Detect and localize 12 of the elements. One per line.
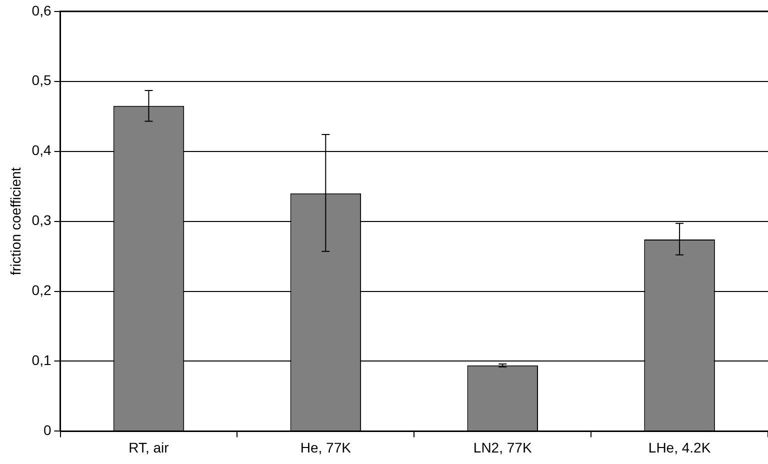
- y-tick-label: 0,6: [32, 2, 52, 18]
- y-axis-title: friction coefficient: [7, 167, 24, 276]
- x-tick-label: RT, air: [128, 439, 170, 456]
- y-tick-label: 0,1: [32, 352, 52, 368]
- y-tick-label: 0,5: [32, 72, 52, 88]
- y-tick-label: 0,3: [32, 212, 52, 228]
- x-tick-label: LHe, 4.2K: [648, 439, 712, 456]
- x-tick-label: He, 77K: [300, 439, 352, 456]
- y-tick-label: 0,2: [32, 282, 52, 298]
- y-tick-label: 0,4: [32, 142, 52, 158]
- x-tick-label: LN2, 77K: [473, 439, 532, 456]
- y-tick-label: 0: [43, 422, 52, 438]
